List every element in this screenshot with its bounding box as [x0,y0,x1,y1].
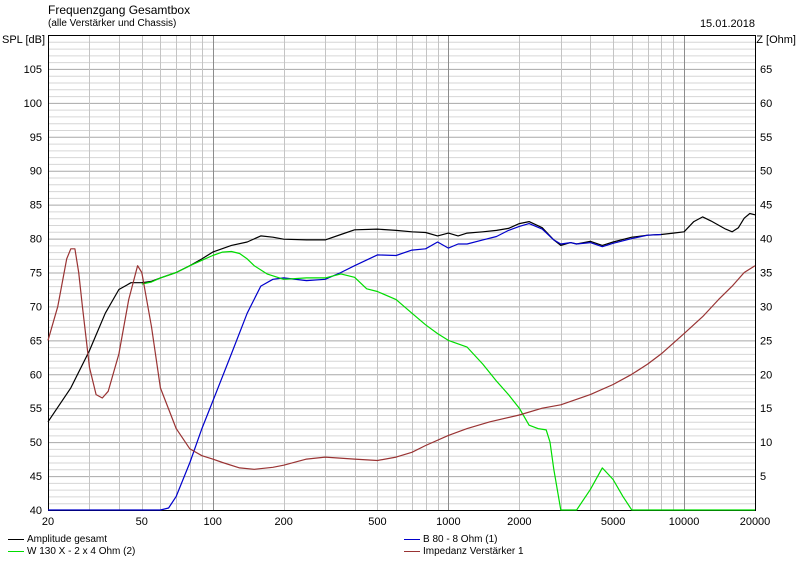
chart-title: Frequenzgang Gesamtbox [48,3,191,17]
y-tick-label-right: 40 [760,234,772,246]
y-tick-label-left: 100 [24,98,42,110]
x-tick-label: 5000 [601,516,625,528]
x-tick-label: 10000 [669,516,700,528]
x-tick-label: 20000 [740,516,771,528]
legend-entry-0: Amplitude gesamt [8,534,107,545]
plot-border [48,35,756,511]
y-tick-label-left: 50 [30,437,42,449]
legend-label-2: W 130 X - 2 x 4 Ohm (2) [27,546,136,557]
legend-entry-1: B 80 - 8 Ohm (1) [404,534,497,545]
x-tick-label: 50 [136,516,148,528]
y-tick-label-right: 55 [760,132,772,144]
x-tick-label: 1000 [436,516,460,528]
y-tick-label-left: 70 [30,301,42,313]
y-tick-label-right: 30 [760,301,772,313]
x-tick-label: 200 [274,516,292,528]
y-tick-label-left: 55 [30,403,42,415]
legend-swatch-1 [404,538,420,540]
x-tick-label: 2000 [507,516,531,528]
y-tick-label-left: 60 [30,369,42,381]
y-tick-label-right: 35 [760,268,772,280]
y-axis-label-left: SPL [dB] [2,34,46,46]
y-tick-label-left: 45 [30,471,42,483]
y-tick-label-right: 25 [760,335,772,347]
legend-swatch-3 [404,550,420,552]
y-axis-label-right: Z [Ohm] [756,34,796,46]
y-tick-label-right: 15 [760,403,772,415]
y-tick-label-right: 20 [760,369,772,381]
x-tick-label: 20 [42,516,54,528]
chart-subtitle: (alle Verstärker und Chassis) [48,18,177,29]
legend-entry-3: Impedanz Verstärker 1 [404,546,524,557]
series-line-1 [48,223,662,511]
y-tick-label-right: 45 [760,200,772,212]
y-tick-label-right: 10 [760,437,772,449]
legend-swatch-2 [8,550,24,552]
y-tick-label-right: 65 [760,64,772,76]
y-tick-label-right: 50 [760,166,772,178]
legend-label-0: Amplitude gesamt [27,534,108,545]
y-tick-label-left: 80 [30,234,42,246]
legend-label-1: B 80 - 8 Ohm (1) [423,534,498,545]
series-line-2 [141,250,755,511]
series-line-3 [47,248,756,470]
y-tick-label-left: 105 [24,64,42,76]
legend-entry-2: W 130 X - 2 x 4 Ohm (2) [8,546,135,557]
legend-swatch-0 [8,538,24,540]
y-tick-label-left: 85 [30,200,42,212]
y-tick-label-left: 40 [30,505,42,517]
legend-label-3: Impedanz Verstärker 1 [423,546,524,557]
y-tick-label-left: 95 [30,132,42,144]
chart-date: 15.01.2018 [699,18,755,30]
y-tick-label-left: 90 [30,166,42,178]
x-tick-label: 500 [368,516,386,528]
x-tick-label: 100 [204,516,222,528]
y-tick-label-left: 75 [30,268,42,280]
y-tick-label-right: 5 [760,471,766,483]
y-tick-label-left: 65 [30,335,42,347]
y-tick-label-right: 60 [760,98,772,110]
